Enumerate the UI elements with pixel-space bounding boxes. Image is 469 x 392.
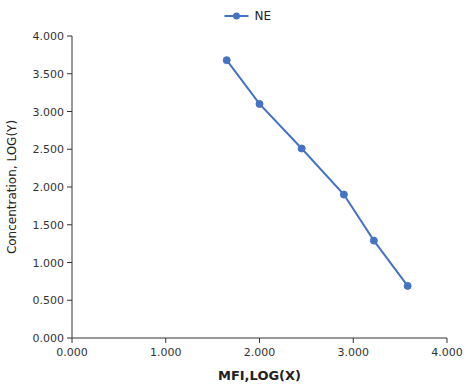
data-point <box>256 100 263 107</box>
y-tick <box>67 224 72 225</box>
x-tick-label: 3.000 <box>338 346 370 359</box>
y-axis-label: Concentration, LOG(Y) <box>5 120 19 254</box>
y-tick-label: 0.000 <box>33 332 65 345</box>
chart: 0.000 1.000 2.000 3.000 4.000 0.000 0.500 1.000… <box>0 0 469 392</box>
x-tick-label: 0.000 <box>56 346 88 359</box>
y-tick-label: 4.000 <box>33 30 65 43</box>
x-tick <box>353 338 354 343</box>
legend-label: NE <box>255 9 272 23</box>
y-tick <box>67 262 72 263</box>
legend: NE <box>225 9 272 23</box>
x-tick-label: 1.000 <box>150 346 182 359</box>
y-tick-label: 1.000 <box>33 257 65 270</box>
data-point <box>340 191 347 198</box>
x-tick <box>259 338 260 343</box>
data-point <box>298 145 305 152</box>
chart-container: 0.000 1.000 2.000 3.000 4.000 0.000 0.500 1.000… <box>0 0 469 392</box>
y-tick-label: 3.000 <box>33 106 65 119</box>
y-tick-label: 1.500 <box>33 219 65 232</box>
y-tick <box>67 36 72 37</box>
y-tick <box>67 300 72 301</box>
x-tick <box>72 338 73 343</box>
data-point <box>404 282 411 289</box>
y-tick <box>67 338 72 339</box>
y-tick-label: 2.500 <box>33 143 65 156</box>
x-tick <box>447 338 448 343</box>
x-tick-label: 4.000 <box>431 346 463 359</box>
y-tick <box>67 73 72 74</box>
y-tick <box>67 187 72 188</box>
y-tick-label: 0.500 <box>33 294 65 307</box>
y-tick-label: 3.500 <box>33 68 65 81</box>
plot-area <box>223 57 411 290</box>
x-tick-label: 2.000 <box>244 346 276 359</box>
y-tick-label: 2.000 <box>33 181 65 194</box>
y-tick <box>67 149 72 150</box>
series-line <box>227 60 408 286</box>
data-point <box>370 237 377 244</box>
x-axis-label: MFI,LOG(X) <box>218 368 301 383</box>
y-tick <box>67 111 72 112</box>
data-point <box>223 57 230 64</box>
legend-marker <box>233 13 240 20</box>
x-tick <box>165 338 166 343</box>
